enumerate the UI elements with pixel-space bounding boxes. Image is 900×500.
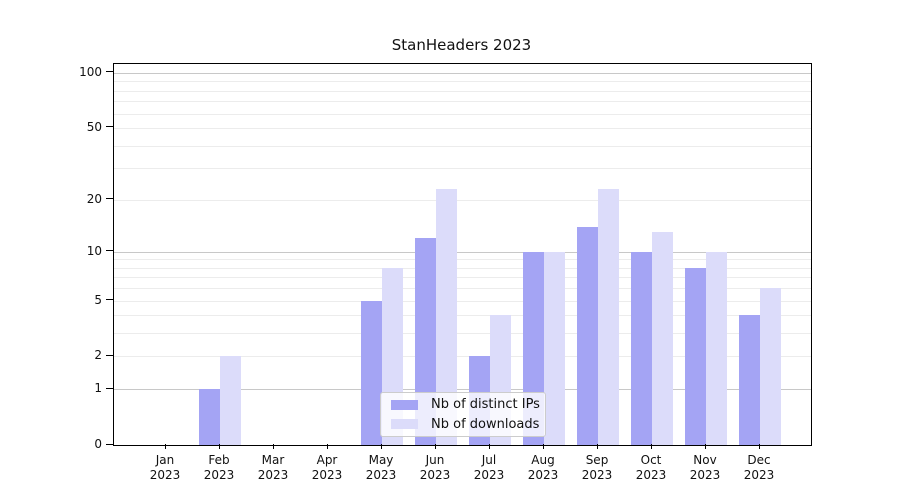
legend-label-distinct-ips: Nb of distinct IPs — [431, 397, 540, 413]
gridline-minor-20 — [114, 199, 811, 201]
gridline-minor-90 — [114, 81, 811, 83]
plot-area — [113, 63, 812, 446]
y-tick-label-1: 1 — [94, 381, 102, 396]
gridline-minor-7 — [114, 277, 811, 279]
x-tick-label-may: May 2023 — [365, 453, 397, 482]
y-tick-label-10: 10 — [86, 243, 102, 258]
y-tick-mark-1 — [106, 387, 113, 389]
x-tick-label-oct: Oct 2023 — [635, 453, 667, 482]
x-tick-mark-aug — [543, 444, 544, 449]
bar-ips-sep — [577, 226, 598, 445]
gridline-minor-3 — [114, 333, 811, 335]
bar-ips-feb — [199, 389, 220, 445]
y-tick-mark-5 — [106, 299, 113, 300]
gridline-minor-2 — [114, 356, 811, 358]
bar-downloads-dec — [760, 288, 781, 445]
legend: Nb of distinct IPs Nb of downloads — [380, 392, 546, 437]
bar-ips-dec — [739, 315, 760, 445]
bar-downloads-sep — [598, 188, 619, 445]
bar-ips-may — [361, 300, 382, 445]
x-tick-mark-apr — [327, 444, 328, 449]
x-tick-mark-oct — [651, 444, 652, 449]
gridline-minor-5 — [114, 300, 811, 302]
bar-downloads-oct — [652, 232, 673, 445]
y-tick-label-2: 2 — [94, 348, 102, 363]
y-tick-mark-2 — [106, 354, 113, 356]
gridline-minor-30 — [114, 168, 811, 170]
y-tick-label-100: 100 — [79, 64, 102, 79]
gridline-minor-50 — [114, 127, 811, 129]
legend-swatch-ips — [391, 399, 418, 410]
y-tick-label-50: 50 — [86, 119, 102, 134]
x-tick-label-feb: Feb 2023 — [203, 453, 235, 482]
x-tick-mark-feb — [219, 444, 220, 449]
gridline-minor-70 — [114, 101, 811, 103]
gridline-major-10 — [114, 251, 811, 253]
y-tick-mark-50 — [106, 126, 113, 128]
gridline-minor-8 — [114, 267, 811, 269]
gridline-minor-6 — [114, 288, 811, 290]
gridline-major-1 — [114, 389, 811, 391]
y-tick-mark-20 — [106, 198, 113, 199]
legend-item-downloads: Nb of downloads — [381, 417, 545, 432]
bar-ips-oct — [631, 251, 652, 445]
legend-label-downloads: Nb of downloads — [431, 416, 540, 432]
gridline-major-100 — [114, 72, 811, 74]
x-tick-mark-sep — [597, 444, 598, 449]
y-tick-label-0: 0 — [94, 437, 102, 451]
bar-downloads-aug — [544, 251, 565, 445]
x-tick-mark-nov — [705, 444, 706, 449]
x-tick-mark-mar — [273, 444, 274, 449]
x-tick-mark-jul — [489, 444, 490, 449]
y-tick-label-20: 20 — [86, 191, 102, 206]
y-tick-mark-100 — [106, 71, 113, 73]
x-tick-label-mar: Mar 2023 — [257, 453, 289, 482]
x-tick-label-jan: Jan 2023 — [149, 453, 181, 482]
y-tick-label-5: 5 — [94, 292, 102, 307]
bar-ips-nov — [685, 267, 706, 445]
bar-downloads-nov — [706, 251, 727, 445]
y-tick-mark-0 — [106, 443, 113, 445]
x-tick-mark-dec — [759, 444, 760, 449]
x-tick-label-jun: Jun 2023 — [419, 453, 451, 482]
x-tick-mark-jan — [165, 444, 166, 449]
x-tick-label-apr: Apr 2023 — [311, 453, 343, 482]
gridline-minor-4 — [114, 315, 811, 317]
x-tick-label-aug: Aug 2023 — [527, 453, 559, 482]
bar-downloads-jun — [436, 188, 457, 445]
chart-title: StanHeaders 2023 — [391, 36, 532, 54]
y-tick-mark-10 — [106, 250, 113, 252]
gridline-minor-60 — [114, 113, 811, 115]
x-tick-label-jul: Jul 2023 — [473, 453, 505, 482]
legend-swatch-downloads — [391, 419, 418, 430]
gridline-minor-80 — [114, 90, 811, 92]
legend-item-distinct-ips: Nb of distinct IPs — [381, 397, 545, 412]
x-tick-mark-jun — [435, 444, 436, 449]
gridline-minor-40 — [114, 145, 811, 147]
x-tick-label-nov: Nov 2023 — [689, 453, 721, 482]
x-tick-label-dec: Dec 2023 — [743, 453, 775, 482]
x-tick-label-sep: Sep 2023 — [581, 453, 613, 482]
x-tick-mark-may — [381, 444, 382, 449]
gridline-minor-9 — [114, 259, 811, 261]
bar-downloads-feb — [220, 356, 241, 445]
